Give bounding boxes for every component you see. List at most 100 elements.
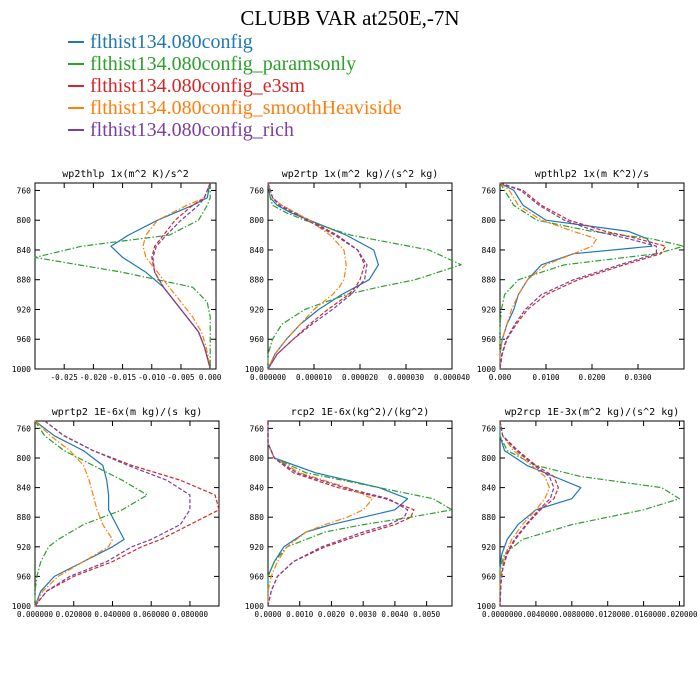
series-line xyxy=(267,182,366,370)
y-tick-label: 840 xyxy=(250,484,265,493)
panel-title: wp2thlp 1x(m^2 K)/s^2 xyxy=(62,169,188,180)
y-tick-label: 760 xyxy=(17,186,32,195)
series-line xyxy=(34,420,125,607)
y-tick-label: 800 xyxy=(17,454,32,463)
series-line xyxy=(499,420,559,607)
y-tick-label: 960 xyxy=(482,335,497,344)
legend-label: flthist134.080config xyxy=(90,30,253,53)
series-line xyxy=(267,421,453,606)
y-tick-label: 760 xyxy=(250,186,265,195)
series-line xyxy=(142,182,211,370)
series-line xyxy=(267,182,347,370)
x-tick-label: -0.025 xyxy=(51,373,78,382)
legend-item: flthist134.080config_paramsonly xyxy=(68,53,402,75)
y-tick-label: 760 xyxy=(482,424,497,433)
x-tick-label: 0.012000 xyxy=(590,610,627,619)
x-tick-label: 0.016000 xyxy=(626,610,663,619)
plot-frame xyxy=(267,420,453,607)
series-line xyxy=(267,421,409,606)
y-tick-label: 880 xyxy=(482,276,497,285)
y-tick-label: 920 xyxy=(17,305,32,314)
y-tick-label: 960 xyxy=(17,335,32,344)
panel-title: wprtp2 1E-6x(m kg)/(s kg) xyxy=(52,407,203,418)
y-tick-label: 920 xyxy=(482,305,497,314)
x-tick-label: 0.008000 xyxy=(554,610,591,619)
series-line xyxy=(152,182,211,370)
y-tick-label: 920 xyxy=(17,543,32,552)
x-tick-label: 0.0020 xyxy=(318,610,346,619)
chart-panel: wp2rtp 1x(m^2 kg)/(s^2 kg) 760 800 840 880 92… xyxy=(245,169,471,382)
x-tick-label: 0.000000 xyxy=(482,610,519,619)
figure-title: CLUBB VAR at250E,-7N xyxy=(240,6,460,30)
y-tick-label: 1000 xyxy=(245,602,264,611)
panel-title: wp2rtp 1x(m^2 kg)/(s^2 kg) xyxy=(282,169,439,180)
y-tick-label: 960 xyxy=(482,572,497,581)
y-tick-label: 880 xyxy=(17,513,32,522)
legend-swatch xyxy=(68,41,84,43)
y-tick-label: 1000 xyxy=(477,602,496,611)
x-tick-label: 0.000020 xyxy=(342,373,379,382)
x-tick-label: 0.000000 xyxy=(17,610,54,619)
x-tick-label: -0.015 xyxy=(109,373,136,382)
chart-panel: wp2thlp 1x(m^2 K)/s^2 760 800 840 880 920 960 1… xyxy=(12,169,222,382)
y-tick-label: 760 xyxy=(482,186,497,195)
y-tick-label: 800 xyxy=(17,216,32,225)
y-tick-label: 920 xyxy=(482,543,497,552)
legend-label: flthist134.080config_e3sm xyxy=(90,74,305,97)
x-tick-label: 0.0000 xyxy=(254,610,282,619)
series-line xyxy=(110,182,211,370)
y-tick-label: 960 xyxy=(250,572,265,581)
x-tick-label: -0.010 xyxy=(138,373,166,382)
x-tick-label: 0.060000 xyxy=(133,610,170,619)
chart-panel: wpthlp2 1x(m K^2)/s 760 800 840 880 920 960 100… xyxy=(477,169,685,382)
plot-frame xyxy=(34,182,217,370)
series-line xyxy=(267,421,374,606)
y-tick-label: 960 xyxy=(250,335,265,344)
chart-panel: rcp2 1E-6x(kg^2)/(kg^2) 760 800 840 880 920 96… xyxy=(245,407,453,619)
legend-swatch xyxy=(68,107,84,109)
series-line xyxy=(499,182,598,369)
y-tick-label: 960 xyxy=(17,572,32,581)
y-tick-label: 760 xyxy=(17,424,32,433)
x-tick-label: 0.040000 xyxy=(94,610,131,619)
series-line xyxy=(267,421,415,607)
series-line xyxy=(267,421,409,607)
series-line xyxy=(499,182,658,370)
x-tick-label: 0.020000 xyxy=(56,610,93,619)
plot-frame xyxy=(499,420,685,607)
y-tick-label: 920 xyxy=(250,543,265,552)
y-tick-label: 840 xyxy=(250,246,265,255)
legend-item: flthist134.080config_smoothHeaviside xyxy=(68,97,402,119)
y-tick-label: 880 xyxy=(250,513,265,522)
x-tick-label: 0.020000 xyxy=(661,610,698,619)
legend-label: flthist134.080config_smoothHeaviside xyxy=(90,96,402,119)
y-tick-label: 920 xyxy=(250,305,265,314)
series-line xyxy=(151,182,211,370)
series-line xyxy=(267,182,462,369)
y-tick-label: 1000 xyxy=(12,602,31,611)
y-tick-label: 880 xyxy=(482,513,497,522)
y-tick-label: 880 xyxy=(250,276,265,285)
x-tick-label: 0.080000 xyxy=(172,610,209,619)
x-tick-label: 0.0050 xyxy=(413,610,441,619)
panel-title: rcp2 1E-6x(kg^2)/(kg^2) xyxy=(291,407,429,418)
x-tick-label: 0.000 xyxy=(199,373,222,382)
x-tick-label: 0.0200 xyxy=(578,373,606,382)
legend-item: flthist134.080config_rich xyxy=(68,119,402,141)
legend-label: flthist134.080config_rich xyxy=(90,118,294,141)
legend-swatch xyxy=(68,85,84,87)
x-tick-label: 0.0030 xyxy=(350,610,378,619)
legend: flthist134.080config flthist134.080confi… xyxy=(68,31,402,141)
y-tick-label: 840 xyxy=(482,246,497,255)
y-tick-label: 1000 xyxy=(245,365,264,374)
legend-swatch xyxy=(68,63,84,65)
x-tick-label: 0.0100 xyxy=(532,373,560,382)
series-line xyxy=(34,420,114,607)
x-tick-label: 0.000000 xyxy=(250,373,287,382)
y-tick-label: 800 xyxy=(482,454,497,463)
series-line xyxy=(499,421,681,606)
x-tick-label: 0.000040 xyxy=(434,373,471,382)
y-tick-label: 880 xyxy=(17,276,32,285)
plot-frame xyxy=(267,182,453,370)
